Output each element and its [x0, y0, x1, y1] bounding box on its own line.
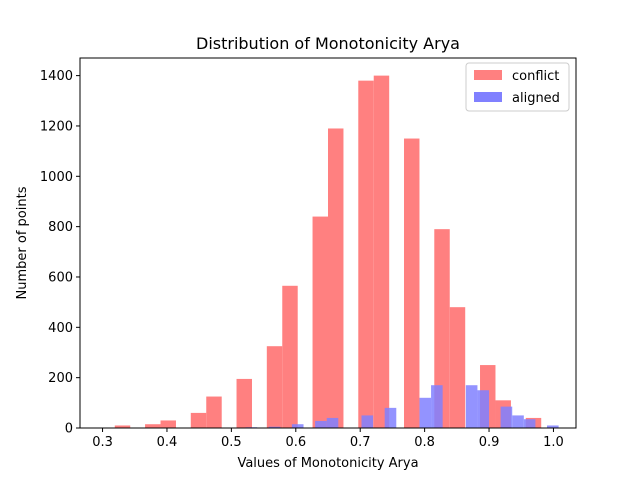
- x-tick-label: 0.4: [157, 435, 178, 450]
- bar-conflict-14: [449, 307, 466, 428]
- x-tick-label: 1.0: [543, 435, 564, 450]
- y-tick-label: 200: [48, 371, 73, 386]
- bar-conflict-9: [328, 128, 344, 429]
- legend-swatch-conflict: [474, 70, 502, 80]
- legend-label-aligned: aligned: [512, 91, 560, 106]
- y-tick-label: 800: [48, 220, 73, 235]
- y-tick-label: 600: [48, 270, 73, 285]
- bars-layer: [114, 75, 559, 429]
- bar-aligned-11: [500, 406, 513, 428]
- bar-conflict-10: [358, 80, 374, 429]
- bar-aligned-4: [326, 417, 339, 428]
- x-tick-label: 0.3: [92, 435, 113, 450]
- bar-conflict-13: [434, 229, 450, 428]
- bar-conflict-12: [404, 138, 420, 429]
- legend: conflict aligned: [465, 62, 570, 112]
- y-tick-label: 1400: [40, 69, 73, 84]
- bar-aligned-1: [268, 426, 281, 428]
- x-tick-label: 0.7: [350, 435, 371, 450]
- y-axis-label: Number of points: [15, 186, 30, 299]
- y-axis-ticks: 0 200 400 600 800 1000 1200 1400: [40, 69, 80, 437]
- legend-swatch-aligned: [474, 92, 502, 102]
- bar-aligned-9: [465, 385, 478, 428]
- bar-aligned-5: [361, 415, 374, 428]
- bar-conflict-2: [160, 420, 176, 428]
- bar-aligned-12: [512, 415, 524, 428]
- bar-conflict-1: [145, 424, 161, 428]
- x-tick-label: 0.9: [479, 435, 500, 450]
- y-tick-label: 1000: [40, 170, 73, 185]
- bar-aligned-7: [419, 397, 432, 428]
- bar-conflict-4: [206, 396, 222, 428]
- bar-conflict-8: [312, 216, 328, 428]
- y-tick-label: 400: [48, 321, 73, 336]
- bar-conflict-5: [236, 378, 252, 428]
- bar-aligned-8: [431, 385, 443, 428]
- bar-aligned-10: [477, 390, 490, 428]
- bar-conflict-11: [373, 75, 390, 429]
- bar-conflict-0: [114, 425, 131, 428]
- bar-aligned-14: [547, 425, 559, 428]
- y-tick-label: 0: [65, 422, 73, 437]
- x-axis-ticks: 0.3 0.4 0.5 0.6 0.7 0.8 0.9 1.0: [92, 428, 564, 450]
- x-tick-label: 0.8: [414, 435, 435, 450]
- plot-frame: [79, 57, 577, 429]
- bar-conflict-6: [266, 346, 283, 428]
- x-tick-label: 0.5: [221, 435, 242, 450]
- chart-title: Distribution of Monotonicity Arya: [196, 34, 460, 53]
- bar-aligned-6: [384, 407, 397, 428]
- x-axis-label: Values of Monotonicity Arya: [237, 456, 418, 471]
- legend-label-conflict: conflict: [512, 69, 559, 84]
- x-tick-label: 0.6: [285, 435, 306, 450]
- bar-aligned-3: [315, 420, 327, 428]
- bar-aligned-13: [523, 419, 536, 428]
- bar-conflict-3: [190, 412, 207, 428]
- bar-aligned-2: [291, 424, 304, 428]
- bar-conflict-7: [282, 285, 298, 428]
- y-tick-label: 1200: [40, 119, 73, 134]
